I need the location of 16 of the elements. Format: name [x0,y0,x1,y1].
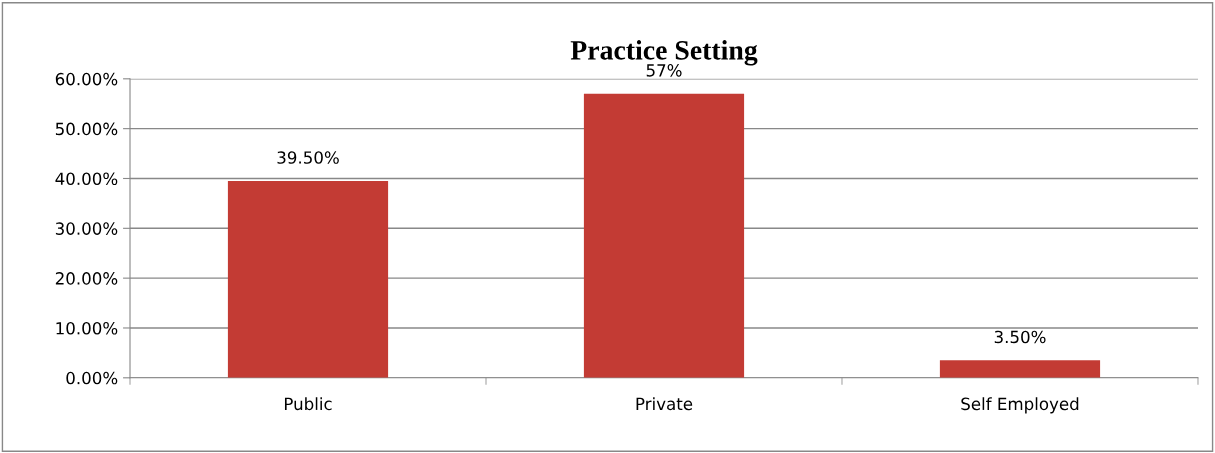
y-tick-label: 50.00% [55,122,118,136]
y-tick-label: 30.00% [55,222,118,235]
y-tick-label: 0.00% [66,371,118,385]
bar [939,360,1101,378]
x-tick-label: Public [284,397,332,411]
x-tick-label: Self Employed [961,397,1079,414]
x-tick-label: Private [636,397,693,411]
data-label: 57% [646,64,682,77]
data-label: 3.50% [994,330,1046,344]
data-label: 39.50% [277,151,339,164]
bar [227,180,389,378]
y-tick-label: 10.00% [56,321,118,335]
bar [583,93,745,378]
y-tick-label: 40.00% [55,172,118,186]
y-tick-label: 20.00% [55,272,118,285]
y-tick-label: 60.00% [55,72,118,86]
